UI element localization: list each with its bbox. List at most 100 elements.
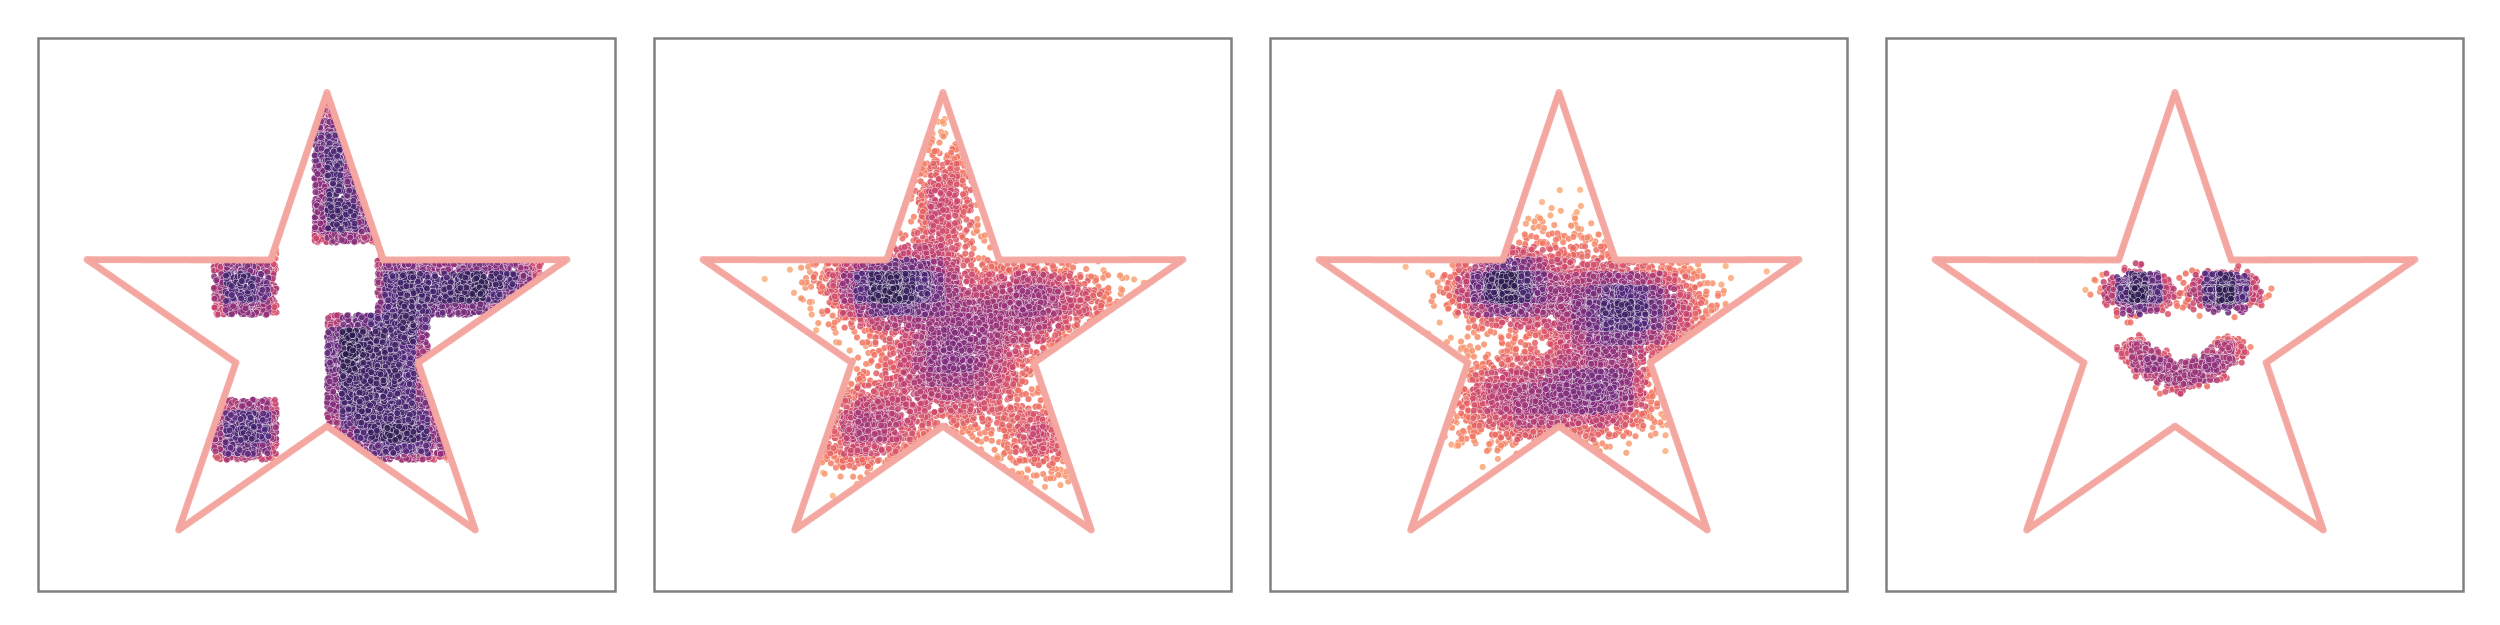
data-point bbox=[210, 284, 218, 292]
data-point bbox=[311, 151, 319, 159]
data-point bbox=[244, 450, 252, 458]
data-point bbox=[361, 234, 369, 242]
data-point bbox=[460, 308, 468, 316]
data-point bbox=[402, 447, 410, 455]
data-point bbox=[213, 454, 221, 462]
data-point bbox=[258, 286, 266, 294]
data-point bbox=[324, 413, 332, 421]
data-point bbox=[393, 409, 401, 417]
data-point bbox=[417, 447, 425, 455]
data-point bbox=[406, 360, 414, 368]
data-point bbox=[421, 315, 429, 323]
data-point bbox=[228, 310, 236, 318]
data-point bbox=[329, 180, 337, 188]
data-point bbox=[227, 411, 235, 419]
data-point bbox=[402, 403, 410, 411]
data-point bbox=[237, 415, 245, 423]
data-point bbox=[343, 312, 351, 320]
data-point bbox=[317, 204, 325, 212]
data-point bbox=[242, 304, 250, 312]
data-point bbox=[419, 455, 427, 463]
data-point bbox=[329, 388, 337, 396]
data-point bbox=[334, 187, 342, 195]
data-point bbox=[317, 145, 325, 153]
scatter-plot-1 bbox=[37, 37, 617, 593]
data-point bbox=[237, 436, 245, 444]
data-point bbox=[228, 291, 236, 299]
data-point bbox=[415, 303, 423, 311]
data-point bbox=[345, 405, 353, 413]
data-point bbox=[312, 181, 320, 189]
data-point bbox=[323, 349, 331, 357]
data-point bbox=[345, 187, 353, 195]
data-point bbox=[326, 359, 334, 367]
data-point bbox=[437, 450, 445, 458]
data-point bbox=[263, 449, 271, 457]
data-point bbox=[346, 233, 354, 241]
data-point bbox=[333, 419, 341, 427]
data-point bbox=[421, 323, 429, 331]
data-point bbox=[272, 423, 280, 431]
data-point bbox=[223, 456, 231, 464]
data-point bbox=[246, 414, 254, 422]
data-point bbox=[222, 272, 230, 280]
data-point bbox=[509, 270, 517, 278]
data-point bbox=[210, 295, 218, 303]
data-point bbox=[250, 423, 258, 431]
data-point bbox=[509, 280, 517, 288]
data-point bbox=[324, 314, 332, 322]
data-point bbox=[367, 320, 375, 328]
data-point bbox=[324, 224, 332, 232]
data-point bbox=[358, 228, 366, 236]
data-point bbox=[212, 276, 220, 284]
data-point bbox=[374, 442, 382, 450]
data-point bbox=[211, 304, 219, 312]
data-point bbox=[386, 415, 394, 423]
data-point bbox=[344, 178, 352, 186]
data-point bbox=[374, 315, 382, 323]
data-point bbox=[326, 377, 334, 385]
data-point bbox=[367, 312, 375, 320]
data-point bbox=[224, 450, 232, 458]
data-point bbox=[245, 400, 253, 408]
data-point bbox=[236, 446, 244, 454]
data-point bbox=[389, 272, 397, 280]
data-point bbox=[357, 419, 365, 427]
data-point bbox=[358, 313, 366, 321]
data-point bbox=[431, 272, 439, 280]
data-point bbox=[326, 406, 334, 414]
data-point bbox=[222, 306, 230, 314]
data-point bbox=[384, 296, 392, 304]
data-point bbox=[248, 435, 256, 443]
data-point bbox=[336, 171, 344, 179]
data-point bbox=[519, 272, 527, 280]
data-point bbox=[222, 297, 230, 305]
data-point bbox=[409, 338, 417, 346]
data-point bbox=[229, 302, 237, 310]
data-point bbox=[439, 309, 447, 317]
data-point bbox=[393, 390, 401, 398]
data-point bbox=[330, 147, 338, 155]
data-point bbox=[259, 416, 267, 424]
data-point bbox=[496, 290, 504, 298]
data-point bbox=[395, 398, 403, 406]
data-point bbox=[311, 223, 319, 231]
data-point bbox=[263, 268, 271, 276]
data-point bbox=[265, 432, 273, 440]
data-point bbox=[337, 225, 345, 233]
data-point bbox=[263, 310, 271, 318]
data-point bbox=[535, 262, 543, 270]
data-point bbox=[324, 394, 332, 402]
data-point bbox=[387, 326, 395, 334]
data-point bbox=[248, 282, 256, 290]
data-point bbox=[237, 294, 245, 302]
data-point bbox=[410, 370, 418, 378]
data-point bbox=[382, 313, 390, 321]
data-point bbox=[333, 162, 341, 170]
data-point bbox=[418, 413, 426, 421]
data-point bbox=[422, 442, 430, 450]
data-point bbox=[324, 328, 332, 336]
data-point bbox=[325, 132, 333, 140]
data-point bbox=[238, 402, 246, 410]
